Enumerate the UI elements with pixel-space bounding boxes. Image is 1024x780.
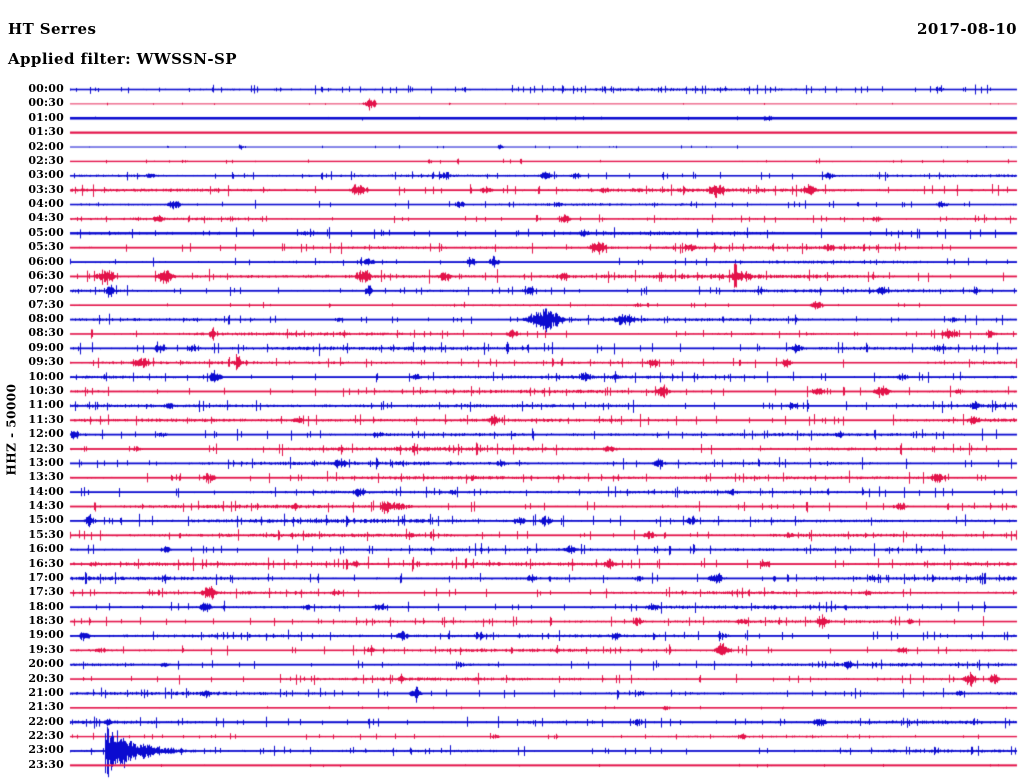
helicorder-page: HT Serres 2017-08-10 Applied filter: WWS… (0, 0, 1024, 780)
helicorder-traces-canvas (0, 0, 1024, 780)
